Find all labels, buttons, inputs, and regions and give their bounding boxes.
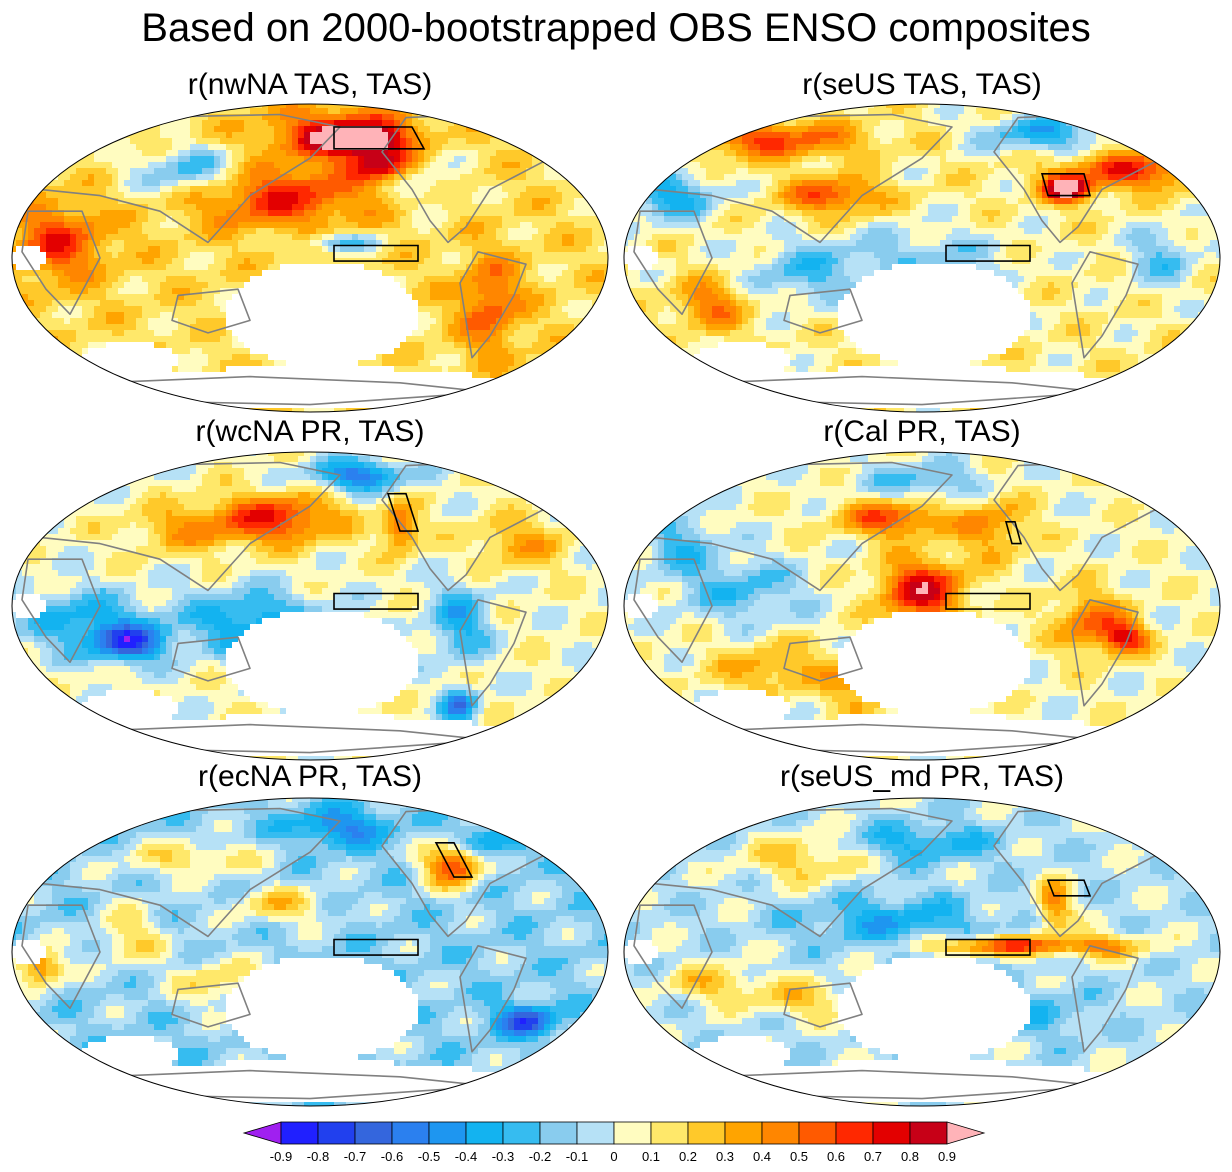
coastline-eurasia — [633, 807, 953, 938]
coastline-africa — [21, 904, 101, 1009]
region-box-nino — [945, 244, 1031, 262]
colorbar-tick-label: 0.2 — [679, 1149, 697, 1164]
colorbar-tick-label: -0.5 — [418, 1149, 440, 1164]
colorbar-bin — [280, 1121, 319, 1145]
colorbar-tick-label: 0.5 — [790, 1149, 808, 1164]
colorbar-bin — [835, 1121, 874, 1145]
panel-title: r(seUS_md PR, TAS) — [622, 760, 1222, 794]
coastline-africa — [21, 558, 101, 663]
colorbar-bin — [502, 1121, 541, 1145]
colorbar-bin — [872, 1121, 911, 1145]
colorbar-bin — [539, 1121, 578, 1145]
map-border — [623, 103, 1221, 413]
colorbar-tick-label: -0.1 — [566, 1149, 588, 1164]
colorbar-tick-label: 0.3 — [716, 1149, 734, 1164]
region-box-cal — [1004, 521, 1023, 545]
colorbar-bin — [650, 1121, 689, 1145]
coastline-eurasia — [633, 461, 953, 592]
map-panel — [623, 103, 1221, 413]
region-box-seus_md — [1046, 879, 1092, 897]
colorbar-bin — [613, 1121, 652, 1145]
coastline-australia — [783, 636, 863, 682]
coastline-eurasia — [21, 461, 341, 592]
coastline-australia — [783, 982, 863, 1028]
coastline-eurasia — [633, 113, 953, 244]
colorbar-tick-label: -0.2 — [529, 1149, 551, 1164]
coastline-australia — [171, 636, 251, 682]
region-box-nino — [333, 938, 419, 956]
colorbar-tick-label: 0.1 — [642, 1149, 660, 1164]
panel-title: r(nwNA TAS, TAS) — [10, 68, 610, 102]
colorbar-bin — [317, 1121, 356, 1145]
coastline-australia — [783, 288, 863, 334]
colorbar-tick-label: 0.8 — [901, 1149, 919, 1164]
colorbar-tick-label: 0.9 — [938, 1149, 956, 1164]
coastline-south-america — [1071, 599, 1139, 707]
map-panel — [623, 451, 1221, 761]
colorbar-bin — [354, 1121, 393, 1145]
coastline-south-america — [459, 599, 527, 707]
map-border — [11, 797, 609, 1107]
region-box-wcna — [386, 492, 420, 532]
colorbar: -0.9 -0.8 -0.7 -0.6 -0.5 -0.4 -0.3 -0.2 -0.1 0 0.1… — [242, 1121, 986, 1164]
colorbar-tick-label: -0.7 — [344, 1149, 366, 1164]
panel-title: r(seUS TAS, TAS) — [622, 68, 1222, 102]
region-box-nino — [945, 938, 1031, 956]
map-panel — [11, 103, 609, 413]
map-panel — [623, 797, 1221, 1107]
panel-title: r(wcNA PR, TAS) — [10, 415, 610, 449]
colorbar-tick-label: -0.6 — [381, 1149, 403, 1164]
region-box-nino — [333, 244, 419, 262]
coastline-africa — [21, 210, 101, 315]
panel-title: r(ecNA PR, TAS) — [10, 760, 610, 794]
main-title: Based on 2000-bootstrapped OBS ENSO comp… — [0, 4, 1232, 52]
colorbar-bin — [687, 1121, 726, 1145]
map-border — [11, 103, 609, 413]
region-box-ecna — [434, 841, 474, 878]
coastline-south-america — [1071, 251, 1139, 359]
colorbar-bin — [428, 1121, 467, 1145]
region-box-nwna — [333, 126, 426, 150]
colorbar-tick-label: 0 — [610, 1149, 617, 1164]
colorbar-tick-label: -0.4 — [455, 1149, 477, 1164]
colorbar-bin — [761, 1121, 800, 1145]
colorbar-bin — [242, 1121, 282, 1145]
region-box-nino — [945, 592, 1031, 610]
coastline-africa — [633, 210, 713, 315]
colorbar-tick-label: 0.7 — [864, 1149, 882, 1164]
colorbar-bin — [909, 1121, 948, 1145]
colorbar-tick-label: -0.8 — [307, 1149, 329, 1164]
colorbar-tick-label: -0.3 — [492, 1149, 514, 1164]
colorbar-bin — [798, 1121, 837, 1145]
coastline-south-america — [1071, 945, 1139, 1053]
coastline-eurasia — [21, 807, 341, 938]
coastline-south-america — [459, 945, 527, 1053]
coastline-africa — [633, 904, 713, 1009]
colorbar-bin — [465, 1121, 504, 1145]
map-border — [11, 451, 609, 761]
colorbar-bin — [391, 1121, 430, 1145]
region-box-seus — [1040, 173, 1092, 197]
region-box-nino — [333, 592, 419, 610]
colorbar-bin — [576, 1121, 615, 1145]
coastline-africa — [633, 558, 713, 663]
coastline-eurasia — [21, 113, 341, 244]
coastline-south-america — [459, 251, 527, 359]
map-border — [623, 451, 1221, 761]
coastline-australia — [171, 982, 251, 1028]
colorbar-tick-label: -0.9 — [270, 1149, 292, 1164]
colorbar-tick-label: 0.4 — [753, 1149, 771, 1164]
colorbar-bin — [946, 1121, 986, 1145]
map-panel — [11, 451, 609, 761]
colorbar-bin — [724, 1121, 763, 1145]
colorbar-tick-label: 0.6 — [827, 1149, 845, 1164]
coastline-australia — [171, 288, 251, 334]
map-border — [623, 797, 1221, 1107]
map-panel — [11, 797, 609, 1107]
panel-title: r(Cal PR, TAS) — [622, 415, 1222, 449]
